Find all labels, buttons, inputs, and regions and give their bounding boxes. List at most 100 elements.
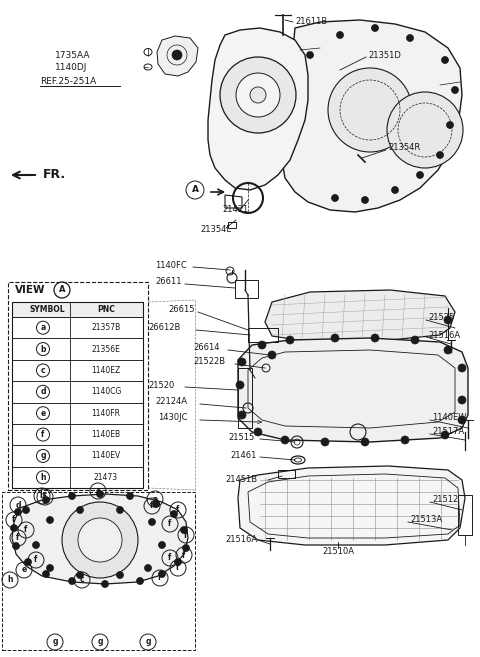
- Text: 21522B: 21522B: [193, 357, 225, 367]
- Circle shape: [458, 416, 466, 424]
- Polygon shape: [238, 466, 465, 545]
- Text: f: f: [168, 553, 172, 562]
- Circle shape: [361, 196, 369, 204]
- Circle shape: [158, 570, 166, 578]
- Circle shape: [332, 194, 338, 202]
- Text: 21517A: 21517A: [432, 428, 464, 436]
- Text: 21515: 21515: [228, 432, 254, 442]
- Circle shape: [12, 543, 20, 549]
- Circle shape: [258, 341, 266, 349]
- Circle shape: [238, 411, 246, 419]
- Text: 21513A: 21513A: [410, 516, 442, 524]
- Circle shape: [361, 438, 369, 446]
- Text: f: f: [158, 574, 162, 583]
- Text: f: f: [168, 520, 172, 528]
- Text: f: f: [43, 493, 47, 501]
- Circle shape: [268, 351, 276, 359]
- Text: 1140EW: 1140EW: [432, 413, 467, 422]
- Text: 21421: 21421: [222, 206, 248, 214]
- Circle shape: [446, 122, 454, 129]
- Text: e: e: [96, 486, 101, 495]
- Circle shape: [407, 35, 413, 41]
- Text: f: f: [176, 505, 180, 514]
- Text: g: g: [97, 637, 103, 646]
- Circle shape: [69, 493, 75, 499]
- Text: 21461: 21461: [230, 451, 256, 459]
- Polygon shape: [282, 20, 462, 212]
- Text: 21354R: 21354R: [388, 143, 420, 152]
- Text: d: d: [40, 388, 46, 396]
- Text: 21520: 21520: [148, 380, 174, 390]
- Circle shape: [43, 497, 49, 503]
- Circle shape: [69, 578, 75, 585]
- Circle shape: [441, 431, 449, 439]
- Text: FR.: FR.: [43, 168, 66, 181]
- Text: 26614: 26614: [193, 344, 219, 353]
- Circle shape: [307, 51, 313, 58]
- Circle shape: [23, 507, 29, 514]
- Text: 1735AA: 1735AA: [55, 51, 91, 60]
- Circle shape: [452, 87, 458, 93]
- Text: f: f: [12, 516, 16, 524]
- Text: f: f: [24, 526, 28, 535]
- Circle shape: [76, 572, 84, 579]
- Circle shape: [331, 334, 339, 342]
- Text: g: g: [52, 637, 58, 646]
- Circle shape: [127, 493, 133, 499]
- Circle shape: [444, 316, 452, 324]
- Polygon shape: [265, 290, 455, 342]
- Circle shape: [24, 558, 32, 566]
- Text: 1140EZ: 1140EZ: [91, 366, 120, 375]
- Circle shape: [371, 334, 379, 342]
- Circle shape: [11, 524, 17, 532]
- Circle shape: [238, 358, 246, 366]
- Text: 21525: 21525: [428, 313, 454, 323]
- Text: c: c: [41, 366, 45, 375]
- Text: b: b: [39, 491, 45, 501]
- Text: 21510A: 21510A: [322, 547, 354, 556]
- Text: A: A: [59, 286, 65, 294]
- Circle shape: [136, 578, 144, 585]
- Circle shape: [33, 541, 39, 549]
- Circle shape: [281, 436, 289, 444]
- Text: 22124A: 22124A: [155, 397, 187, 407]
- Polygon shape: [157, 36, 198, 76]
- Circle shape: [62, 502, 138, 578]
- Text: 26612B: 26612B: [148, 323, 180, 332]
- Text: e: e: [40, 409, 46, 418]
- Circle shape: [372, 24, 379, 32]
- Text: 21351D: 21351D: [368, 51, 401, 60]
- Text: SYMBOL: SYMBOL: [29, 304, 65, 313]
- Text: f: f: [34, 556, 38, 564]
- Circle shape: [144, 564, 152, 572]
- FancyBboxPatch shape: [12, 302, 143, 317]
- Text: 1140CG: 1140CG: [91, 388, 121, 396]
- Text: 1430JC: 1430JC: [158, 413, 188, 422]
- Circle shape: [387, 92, 463, 168]
- Text: 26615: 26615: [168, 306, 194, 315]
- Text: 21473: 21473: [94, 473, 118, 482]
- Text: PNC: PNC: [97, 304, 115, 313]
- Text: REF.25-251A: REF.25-251A: [40, 78, 96, 87]
- Circle shape: [236, 73, 280, 117]
- Text: 26611: 26611: [155, 277, 181, 286]
- Circle shape: [328, 68, 412, 152]
- Text: f: f: [176, 564, 180, 572]
- Text: h: h: [40, 473, 46, 482]
- Circle shape: [458, 396, 466, 404]
- Circle shape: [76, 507, 84, 514]
- Circle shape: [78, 518, 122, 562]
- Circle shape: [47, 564, 53, 572]
- Text: a: a: [40, 323, 46, 332]
- Circle shape: [43, 570, 49, 578]
- Circle shape: [148, 518, 156, 526]
- Circle shape: [321, 438, 329, 446]
- Circle shape: [96, 491, 104, 497]
- Text: 1140DJ: 1140DJ: [55, 64, 87, 72]
- Circle shape: [444, 346, 452, 354]
- Text: VIEW: VIEW: [15, 285, 46, 295]
- Text: 21356E: 21356E: [92, 344, 120, 353]
- Text: f: f: [41, 430, 45, 439]
- Text: 1140EV: 1140EV: [91, 451, 120, 461]
- Polygon shape: [238, 338, 468, 442]
